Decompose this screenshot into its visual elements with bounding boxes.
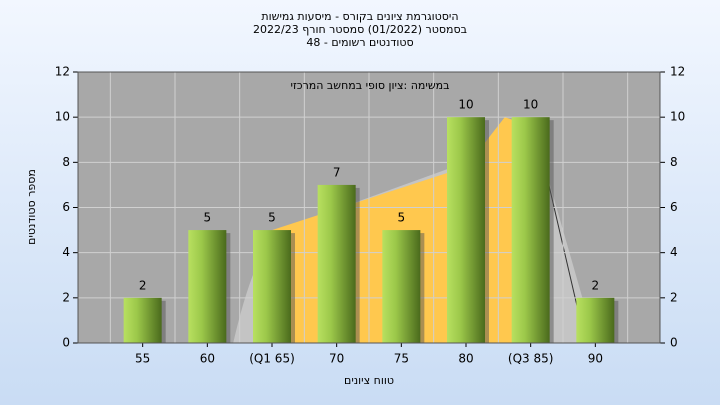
x-tick-label: 60	[200, 352, 215, 366]
x-tick-label: 75	[394, 352, 409, 366]
x-axis-label: טווח ציונים	[344, 374, 394, 387]
value-label: 10	[458, 98, 473, 112]
x-tick-label: 80	[458, 352, 473, 366]
y2-tick-label: 12	[670, 65, 685, 79]
x-tick-label: (Q3 85)	[508, 352, 554, 366]
y-tick-label: 10	[55, 110, 70, 124]
title-line: בסמסטר (01/2022) סמסטר חורף 2022/23	[253, 23, 467, 36]
y-tick-label: 4	[62, 245, 70, 259]
value-label: 5	[204, 211, 212, 225]
y-tick-label: 12	[55, 65, 70, 79]
y2-tick-label: 4	[670, 245, 678, 259]
value-label: 5	[268, 211, 276, 225]
bar	[253, 230, 291, 343]
y2-tick-label: 0	[670, 336, 678, 350]
y2-tick-label: 6	[670, 200, 678, 214]
x-tick-label: (Q1 65)	[249, 352, 295, 366]
y2-tick-label: 8	[670, 155, 678, 169]
y-tick-label: 6	[62, 200, 70, 214]
x-tick-label: 70	[329, 352, 344, 366]
bar	[188, 230, 227, 343]
bar	[447, 117, 485, 344]
bar	[317, 184, 356, 343]
plot-border	[77, 71, 661, 344]
y-axis-label: מספר סטודנטים	[25, 169, 38, 245]
title-line: היסטוגרמת ציונים בקורס - מיסעות גמישות	[261, 10, 458, 23]
y-tick-label: 8	[62, 155, 70, 169]
y-tick-label: 2	[62, 290, 70, 304]
bar	[382, 230, 421, 343]
value-label: 2	[139, 278, 147, 292]
bar	[511, 117, 550, 344]
value-label: 5	[398, 211, 406, 225]
y-tick-label: 0	[62, 336, 70, 350]
value-label: 2	[592, 278, 600, 292]
y2-tick-label: 10	[670, 110, 685, 124]
bar	[123, 297, 162, 343]
bar	[576, 297, 615, 343]
title-line: סטודנטים רשומים - 48	[306, 36, 413, 49]
y2-tick-label: 2	[670, 290, 678, 304]
value-label: 7	[333, 165, 341, 179]
annotation: במשימה :ציון סופי במחשב המרכזי	[290, 79, 449, 92]
x-tick-label: 90	[588, 352, 603, 366]
x-tick-label: 55	[135, 352, 150, 366]
value-label: 10	[523, 98, 538, 112]
